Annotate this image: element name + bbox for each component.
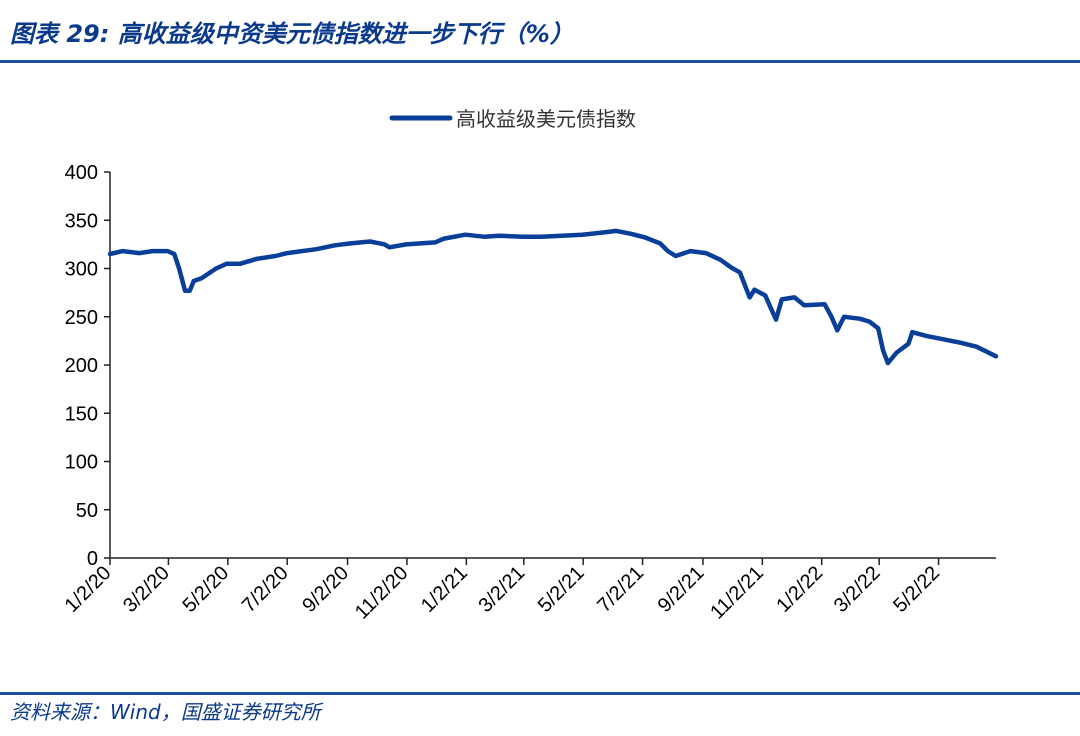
y-tick-label: 250	[65, 307, 98, 329]
line-chart: 高收益级美元债指数 0 50 100 150 200 250 300 350 400 1/2/2…	[61, 107, 999, 624]
series-line-high-yield-index	[107, 228, 999, 366]
y-tick-label: 100	[65, 452, 98, 474]
y-tick-label: 150	[65, 403, 98, 425]
x-tick-label: 5/2/22	[889, 562, 944, 617]
x-tick-label: 1/2/22	[772, 562, 827, 617]
figure-caption: 图表 29: 高收益级中资美元债指数进一步下行（%）	[10, 20, 574, 48]
legend: 高收益级美元债指数	[389, 107, 636, 131]
y-tick-label: 50	[76, 500, 98, 522]
x-tick-label: 3/2/21	[474, 562, 529, 617]
y-tick-label: 0	[87, 548, 98, 570]
x-tick-label: 5/2/20	[178, 562, 233, 617]
x-tick-label: 1/2/20	[61, 562, 116, 617]
x-tick-label: 5/2/21	[534, 562, 589, 617]
y-tick-label: 350	[65, 210, 98, 232]
y-tick-label: 300	[65, 259, 98, 281]
x-tick-label: 11/2/21	[706, 562, 768, 624]
x-tick-label: 3/2/22	[830, 562, 885, 617]
legend-label: 高收益级美元债指数	[456, 107, 636, 131]
plot-area	[107, 228, 999, 366]
x-tick-label: 7/2/21	[593, 562, 648, 617]
x-tick-label: 7/2/20	[238, 562, 293, 617]
x-tick-label: 1/2/21	[417, 562, 472, 617]
footer-rule	[0, 692, 1080, 695]
x-tick-label: 9/2/21	[654, 562, 709, 617]
y-tick-label: 400	[65, 162, 98, 184]
x-tick-label: 3/2/20	[119, 562, 174, 617]
source-note: 资料来源：Wind，国盛证券研究所	[10, 700, 321, 724]
x-tick-label: 9/2/20	[298, 562, 353, 617]
header-rule	[0, 60, 1080, 63]
x-tick-label: 11/2/20	[351, 562, 413, 624]
y-axis: 0 50 100 150 200 250 300 350 400	[65, 162, 111, 570]
y-tick-label: 200	[65, 355, 98, 377]
